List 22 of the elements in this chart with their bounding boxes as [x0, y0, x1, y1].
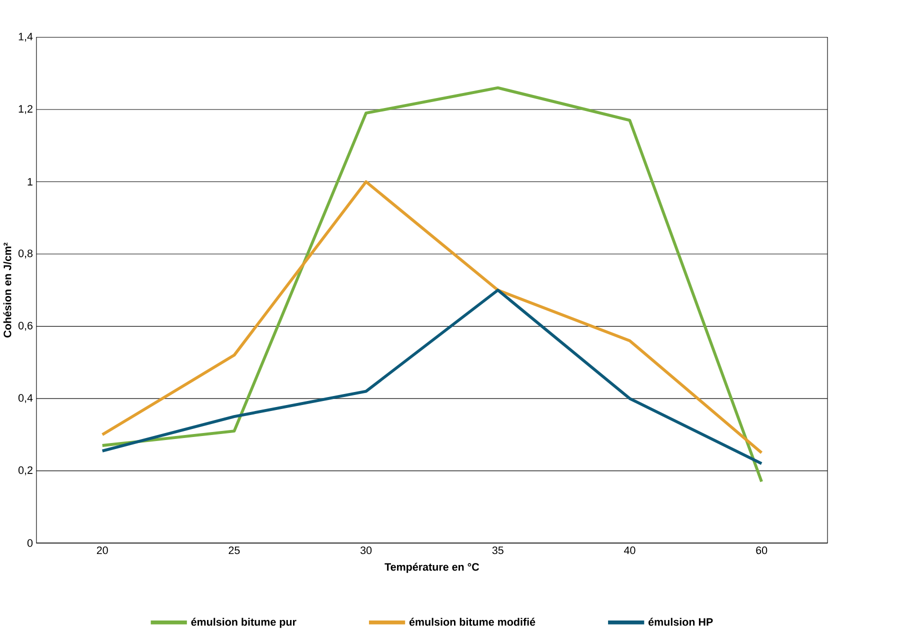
- x-tick-label: 30: [360, 546, 372, 554]
- y-tick-label: 0,8: [18, 250, 33, 258]
- y-tick-label: 1: [28, 178, 32, 186]
- line-series: [100, 86, 764, 484]
- x-tick-label: 25: [228, 546, 240, 554]
- x-tick-label: 20: [96, 546, 108, 554]
- y-tick-label: 0: [27, 539, 33, 547]
- legend-label: émulsion bitume pur: [191, 618, 296, 628]
- y-tick-label: 0,4: [18, 394, 33, 403]
- y-tick-label: 0,6: [18, 322, 33, 331]
- legend-label: émulsion bitume modifié: [409, 618, 536, 626]
- legend-label: émulsion HP: [648, 618, 713, 626]
- y-tick-label: 1,2: [18, 104, 32, 114]
- x-tick-label: 40: [624, 546, 636, 554]
- line-series: [100, 288, 764, 465]
- y-tick-label: 1,4: [18, 32, 33, 42]
- y-tick-label: 0,2: [18, 466, 32, 476]
- x-tick-label: 60: [756, 546, 768, 554]
- x-axis-title: Température en °C: [384, 562, 480, 573]
- line-series: [100, 180, 764, 454]
- y-axis-title: Cohésion en J/cm²: [3, 242, 12, 338]
- x-tick-label: 35: [492, 546, 504, 554]
